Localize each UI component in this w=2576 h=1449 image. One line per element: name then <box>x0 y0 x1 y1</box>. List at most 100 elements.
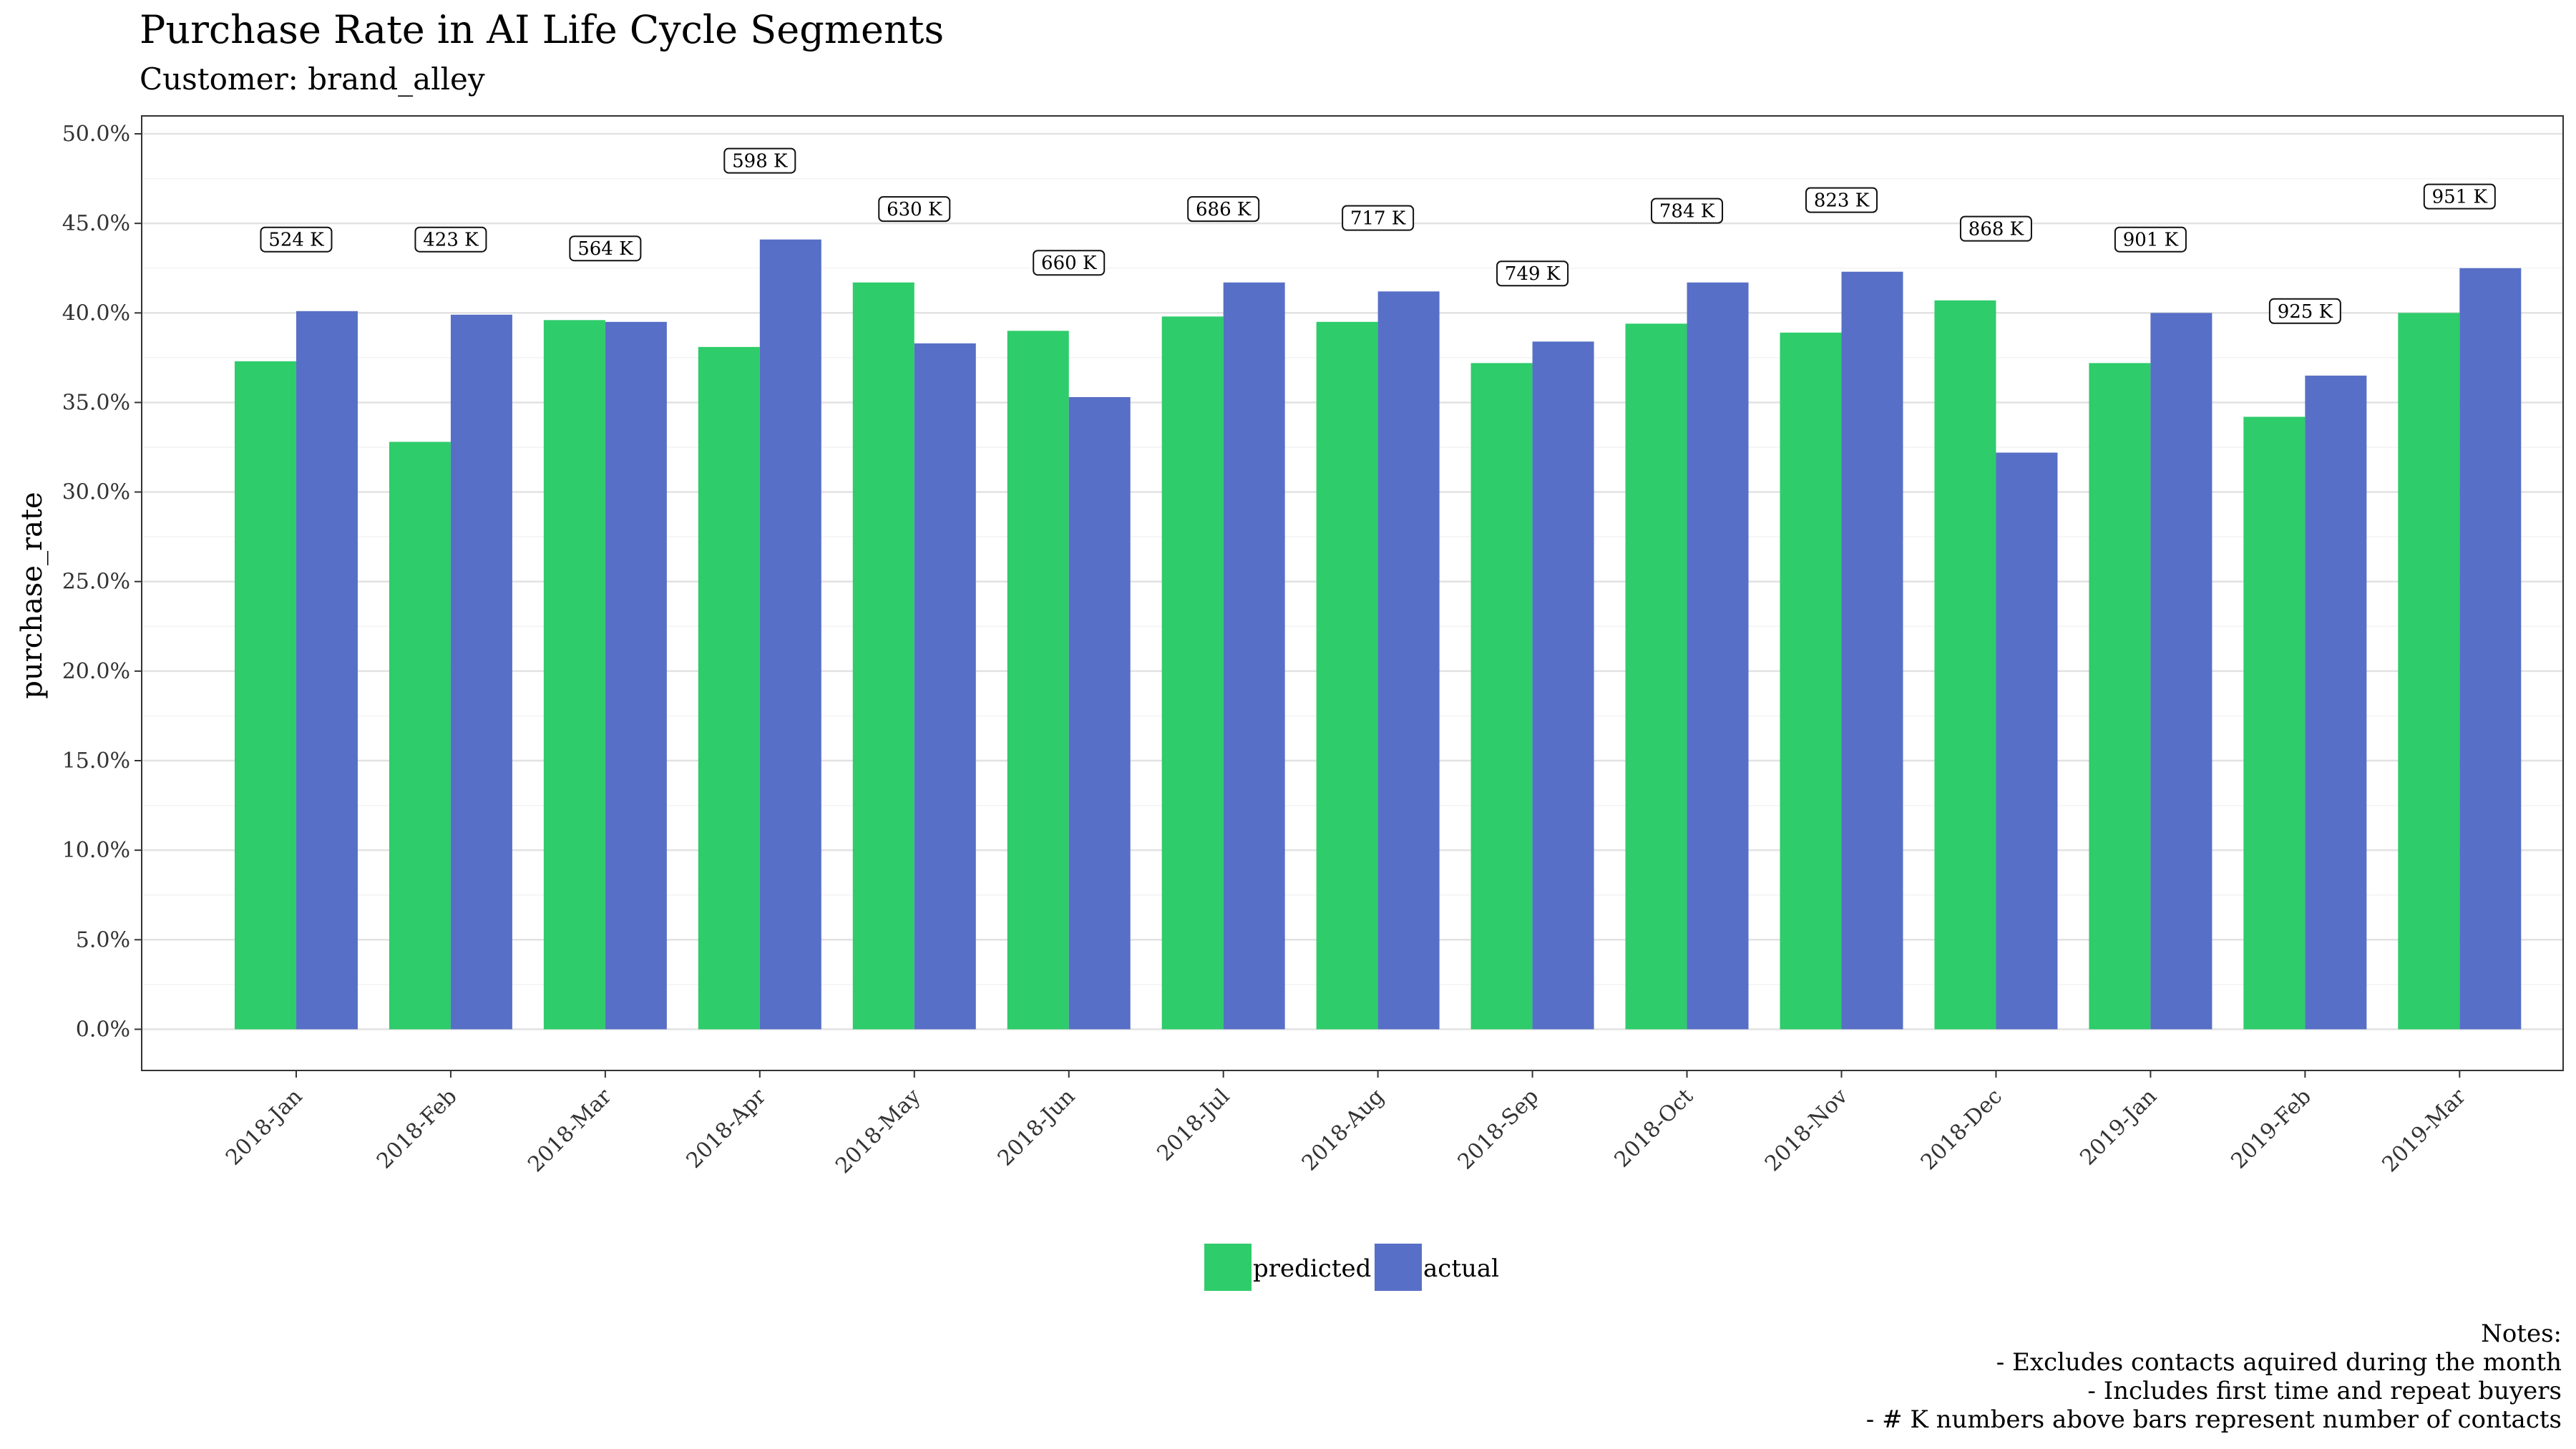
bar-actual <box>2305 375 2367 1030</box>
bar-predicted <box>2089 363 2151 1030</box>
x-tick-label: 2019-Feb <box>2226 1084 2316 1174</box>
chart-title: Purchase Rate in AI Life Cycle Segments <box>140 7 944 52</box>
x-tick-label: 2018-Mar <box>523 1083 617 1177</box>
x-tick-label: 2018-Feb <box>372 1084 462 1174</box>
bar-predicted <box>2398 313 2460 1030</box>
x-tick-label: 2018-Oct <box>1609 1084 1698 1173</box>
contact-label-box <box>260 226 333 253</box>
note-line: - # K numbers above bars represent numbe… <box>1866 1405 2562 1434</box>
contact-label: 868 K <box>1968 219 2024 240</box>
contact-label: 823 K <box>1814 190 1870 212</box>
contact-label-box <box>1342 205 1415 231</box>
bar-actual <box>1996 452 2058 1030</box>
contact-label: 749 K <box>1505 263 1561 285</box>
bar-actual <box>605 321 667 1030</box>
x-tick-label: 2018-Apr <box>682 1083 771 1173</box>
bar-actual <box>1068 396 1131 1030</box>
contact-label: 564 K <box>577 238 633 260</box>
bar-actual <box>914 343 976 1030</box>
x-tick-label: 2018-Sep <box>1453 1084 1544 1175</box>
x-tick-label: 2018-Aug <box>1297 1084 1389 1176</box>
y-axis-ticks: 0.0% 5.0% 10.0% 15.0% 20.0% 25.0% 30.0% 35.0% 40… <box>62 122 142 1042</box>
bar-actual <box>759 239 821 1030</box>
bar-predicted <box>1470 363 1533 1030</box>
note-line: Notes: <box>2481 1319 2562 1348</box>
legend-label-actual: actual <box>1423 1254 1499 1283</box>
bars <box>234 239 2522 1030</box>
bar-predicted <box>1780 332 1842 1030</box>
y-tick-label: 0.0% <box>76 1017 130 1042</box>
bar-predicted <box>1316 321 1378 1030</box>
contact-label-box <box>878 196 951 223</box>
bar-predicted <box>1934 300 1996 1030</box>
bar-actual <box>450 314 512 1030</box>
bar-predicted <box>543 320 605 1030</box>
contact-label: 951 K <box>2432 187 2488 208</box>
bar-actual <box>2150 313 2212 1030</box>
contact-label-box <box>1187 196 1260 223</box>
bar-actual <box>1687 282 1749 1030</box>
bar-actual <box>1841 271 1903 1030</box>
bar-predicted <box>1161 316 1224 1030</box>
x-tick-label: 2018-Jul <box>1152 1084 1234 1166</box>
contact-label: 630 K <box>887 199 942 220</box>
contact-label: 598 K <box>732 151 788 172</box>
legend-label-predicted: predicted <box>1253 1254 1371 1283</box>
contact-label-box <box>1959 215 2032 242</box>
legend: predicted actual <box>1204 1244 1499 1291</box>
legend-swatch-predicted <box>1204 1244 1252 1291</box>
x-tick-label: 2018-Jun <box>993 1084 1080 1171</box>
note-line: - Excludes contacts aquired during the m… <box>1996 1348 2562 1377</box>
y-tick-label: 20.0% <box>62 659 130 684</box>
y-tick-label: 35.0% <box>62 390 130 415</box>
y-tick-label: 40.0% <box>62 301 130 326</box>
contact-label: 717 K <box>1350 208 1406 230</box>
contact-label-box <box>2423 183 2496 210</box>
bar-predicted <box>698 346 760 1030</box>
contact-label-box <box>723 147 796 174</box>
x-tick-label: 2018-May <box>831 1084 925 1179</box>
bar-predicted <box>234 361 296 1030</box>
contact-label-box <box>2268 298 2341 324</box>
x-tick-label: 2019-Jan <box>2075 1084 2162 1171</box>
contact-label-box <box>1805 187 1878 213</box>
bar-actual <box>1223 282 1285 1030</box>
x-tick-label: 2019-Mar <box>2378 1083 2472 1177</box>
bar-actual <box>1532 341 1594 1030</box>
y-tick-label: 50.0% <box>62 122 130 147</box>
bar-predicted <box>2243 416 2306 1030</box>
x-tick-label: 2018-Nov <box>1760 1084 1853 1176</box>
bar-predicted <box>1007 331 1069 1030</box>
contact-label: 423 K <box>423 230 479 251</box>
contact-label-box <box>1033 250 1106 276</box>
contact-label: 901 K <box>2123 230 2179 251</box>
bar-predicted <box>852 282 914 1030</box>
contact-count-labels: 524 K 423 K 564 K 598 K 630 K 660 K 686 K 717 K… <box>260 147 2496 324</box>
bar-actual <box>1377 291 1440 1030</box>
x-axis-ticks: 2018-Jan 2018-Feb 2018-Mar 2018-Apr 2018-May… <box>221 1070 2472 1179</box>
x-tick-label: 2018-Dec <box>1916 1084 2007 1175</box>
contact-label: 686 K <box>1196 199 1252 220</box>
y-axis-label: purchase_rate <box>16 492 49 698</box>
y-tick-label: 45.0% <box>62 211 130 236</box>
chart-subtitle: Customer: brand_alley <box>140 62 485 97</box>
plot-panel-border <box>141 115 2564 1071</box>
notes: Notes:- Excludes contacts aquired during… <box>1866 1319 2562 1434</box>
contact-label-box <box>569 235 642 262</box>
bar-actual <box>296 311 358 1030</box>
legend-swatch-actual <box>1375 1244 1422 1291</box>
y-tick-label: 10.0% <box>62 838 130 863</box>
y-tick-label: 5.0% <box>76 927 130 952</box>
y-tick-label: 15.0% <box>62 748 130 774</box>
bar-predicted <box>1625 323 1687 1030</box>
contact-label: 660 K <box>1041 253 1097 274</box>
contact-label-box <box>1651 197 1724 224</box>
bar-predicted <box>389 441 451 1030</box>
note-line: - Includes first time and repeat buyers <box>2087 1377 2562 1405</box>
bar-actual <box>2459 268 2522 1030</box>
contact-label: 925 K <box>2278 301 2333 323</box>
contact-label-box <box>1496 260 1569 287</box>
contact-label: 524 K <box>268 230 324 251</box>
contact-label: 784 K <box>1659 201 1715 223</box>
